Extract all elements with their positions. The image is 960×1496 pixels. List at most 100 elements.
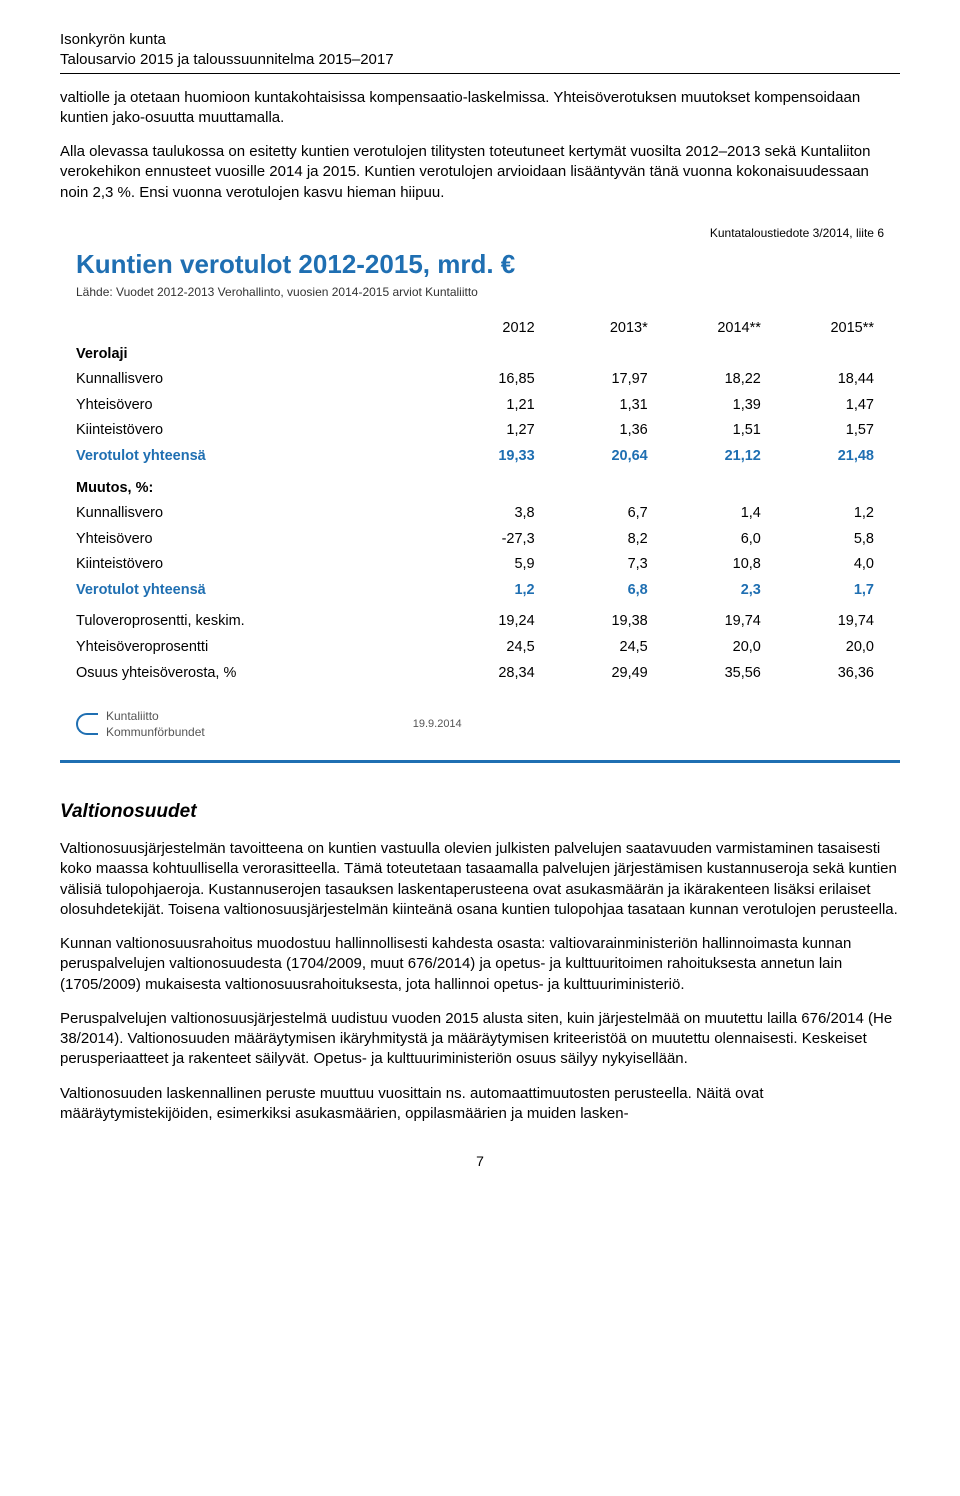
table-row: Kunnallisvero16,8517,9718,2218,44 xyxy=(76,367,884,393)
table-cell: Kunnallisvero xyxy=(76,367,432,393)
table-cell: 1,2 xyxy=(771,501,884,527)
table-cell: 1,4 xyxy=(658,501,771,527)
table-row: Kiinteistövero5,97,310,84,0 xyxy=(76,552,884,578)
table-cell xyxy=(658,476,771,502)
table-cell: Muutos, %: xyxy=(76,476,432,502)
table-cell: 5,9 xyxy=(432,552,545,578)
table-cell: Yhteisövero xyxy=(76,527,432,553)
table-row: Verotulot yhteensä19,3320,6421,1221,48 xyxy=(76,444,884,470)
table-cell: 1,31 xyxy=(545,393,658,419)
col-header xyxy=(76,316,432,342)
table-cell: 1,47 xyxy=(771,393,884,419)
col-header: 2013* xyxy=(545,316,658,342)
table-cell: 19,74 xyxy=(658,609,771,635)
table-cell xyxy=(658,342,771,368)
table-row: Verolaji xyxy=(76,342,884,368)
table-cell: 29,49 xyxy=(545,661,658,687)
table-cell: 16,85 xyxy=(432,367,545,393)
table-cell: Kiinteistövero xyxy=(76,418,432,444)
table-cell: 19,38 xyxy=(545,609,658,635)
table-row: Kunnallisvero3,86,71,41,2 xyxy=(76,501,884,527)
table-cell: 1,51 xyxy=(658,418,771,444)
table-cell: 21,48 xyxy=(771,444,884,470)
table-cell xyxy=(771,476,884,502)
table-cell: 1,7 xyxy=(771,578,884,604)
org-name: Isonkyrön kunta xyxy=(60,30,900,50)
tax-revenue-table-block: Kuntataloustiedote 3/2014, liite 6 Kunti… xyxy=(60,217,900,764)
col-header: 2015** xyxy=(771,316,884,342)
table-cell: 20,64 xyxy=(545,444,658,470)
table-cell: Tuloveroprosentti, keskim. xyxy=(76,609,432,635)
body-para-2: Kunnan valtionosuusrahoitus muodostuu ha… xyxy=(60,934,900,995)
table-cell: 36,36 xyxy=(771,661,884,687)
table-cell: 1,39 xyxy=(658,393,771,419)
table-cell: 19,74 xyxy=(771,609,884,635)
table-cell: Verotulot yhteensä xyxy=(76,578,432,604)
doc-title: Talousarvio 2015 ja taloussuunnitelma 20… xyxy=(60,50,900,70)
table-cell xyxy=(771,342,884,368)
table-row: Yhteisövero1,211,311,391,47 xyxy=(76,393,884,419)
intro-para-2: Alla olevassa taulukossa on esitetty kun… xyxy=(60,142,900,203)
table-cell: Verolaji xyxy=(76,342,432,368)
tax-data-table: 20122013*2014**2015** VerolajiKunnallisv… xyxy=(76,316,884,686)
table-row: Tuloveroprosentti, keskim.19,2419,3819,7… xyxy=(76,609,884,635)
table-cell: 8,2 xyxy=(545,527,658,553)
table-cell: -27,3 xyxy=(432,527,545,553)
table-cell xyxy=(545,342,658,368)
col-header: 2012 xyxy=(432,316,545,342)
table-row: Osuus yhteisöverosta, %28,3429,4935,5636… xyxy=(76,661,884,687)
table-cell: 1,2 xyxy=(432,578,545,604)
body-para-3: Peruspalvelujen valtionosuusjärjestelmä … xyxy=(60,1009,900,1070)
table-date: 19.9.2014 xyxy=(413,717,462,732)
table-cell: 19,33 xyxy=(432,444,545,470)
table-cell: 1,27 xyxy=(432,418,545,444)
table-cell: Kiinteistövero xyxy=(76,552,432,578)
table-cell: 5,8 xyxy=(771,527,884,553)
table-cell: 24,5 xyxy=(432,635,545,661)
table-cell: 7,3 xyxy=(545,552,658,578)
body-para-4: Valtionosuuden laskennallinen peruste mu… xyxy=(60,1084,900,1125)
section-heading-valtionosuudet: Valtionosuudet xyxy=(60,799,900,825)
intro-para-1: valtiolle ja otetaan huomioon kuntakohta… xyxy=(60,88,900,129)
table-cell: 17,97 xyxy=(545,367,658,393)
table-row: Muutos, %: xyxy=(76,476,884,502)
table-cell: 6,0 xyxy=(658,527,771,553)
table-cell: 18,22 xyxy=(658,367,771,393)
table-cell: 20,0 xyxy=(658,635,771,661)
table-cell: Verotulot yhteensä xyxy=(76,444,432,470)
logo-text-fi: Kuntaliitto xyxy=(106,708,205,724)
table-row: Verotulot yhteensä1,26,82,31,7 xyxy=(76,578,884,604)
table-cell: Yhteisövero xyxy=(76,393,432,419)
table-cell: 21,12 xyxy=(658,444,771,470)
table-cell: 3,8 xyxy=(432,501,545,527)
table-cell: 6,7 xyxy=(545,501,658,527)
body-para-1: Valtionosuusjärjestelmän tavoitteena on … xyxy=(60,839,900,920)
table-cell: 4,0 xyxy=(771,552,884,578)
table-title: Kuntien verotulot 2012-2015, mrd. € xyxy=(76,247,884,282)
table-cell: 6,8 xyxy=(545,578,658,604)
table-cell: 2,3 xyxy=(658,578,771,604)
table-cell: 18,44 xyxy=(771,367,884,393)
table-cell xyxy=(432,476,545,502)
table-subtitle: Lähde: Vuodet 2012-2013 Verohallinto, vu… xyxy=(76,284,884,300)
table-header-row: 20122013*2014**2015** xyxy=(76,316,884,342)
document-header: Isonkyrön kunta Talousarvio 2015 ja talo… xyxy=(60,30,900,74)
table-cell: 1,57 xyxy=(771,418,884,444)
page-number: 7 xyxy=(60,1152,900,1171)
table-cell: 28,34 xyxy=(432,661,545,687)
kuntaliitto-logo-icon xyxy=(76,713,98,735)
table-cell xyxy=(432,342,545,368)
table-cell: 1,36 xyxy=(545,418,658,444)
table-cell: Kunnallisvero xyxy=(76,501,432,527)
table-row: Yhteisöveroprosentti24,524,520,020,0 xyxy=(76,635,884,661)
table-cell: 10,8 xyxy=(658,552,771,578)
logo-text-sv: Kommunförbundet xyxy=(106,724,205,740)
table-cell xyxy=(545,476,658,502)
table-cell: 24,5 xyxy=(545,635,658,661)
table-cell: Osuus yhteisöverosta, % xyxy=(76,661,432,687)
table-cell: Yhteisöveroprosentti xyxy=(76,635,432,661)
table-cell: 1,21 xyxy=(432,393,545,419)
table-cell: 35,56 xyxy=(658,661,771,687)
table-row: Kiinteistövero1,271,361,511,57 xyxy=(76,418,884,444)
table-cell: 19,24 xyxy=(432,609,545,635)
